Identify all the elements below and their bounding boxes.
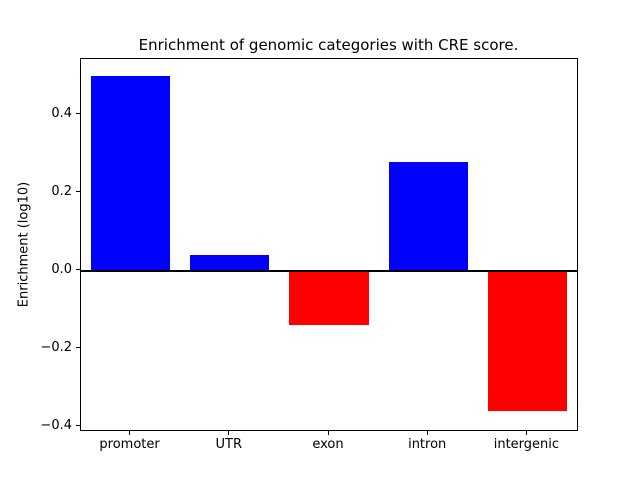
y-tick-label: −0.4 (40, 417, 72, 433)
y-tick-mark (76, 191, 80, 193)
y-tick-label: 0.0 (51, 261, 72, 277)
y-tick-label: −0.2 (40, 339, 72, 355)
x-tick-mark (228, 431, 230, 435)
x-tick-label-promoter: promoter (99, 437, 160, 452)
x-tick-mark (327, 431, 329, 435)
y-tick-mark (76, 425, 80, 427)
y-axis-label: Enrichment (log10) (16, 181, 32, 308)
y-tick-mark (76, 347, 80, 349)
x-tick-label-UTR: UTR (215, 437, 243, 452)
zero-line (81, 269, 577, 272)
x-tick-label-intron: intron (408, 437, 447, 452)
x-tick-label-exon: exon (312, 437, 344, 452)
bar-promoter (90, 75, 171, 271)
x-tick-mark (426, 431, 428, 435)
y-tick-label: 0.4 (51, 105, 72, 121)
y-tick-label: 0.2 (51, 183, 72, 199)
bar-UTR (190, 255, 270, 271)
y-tick-mark (76, 269, 80, 271)
y-tick-mark (76, 113, 80, 115)
bar-exon (289, 270, 369, 326)
bar-intergenic (487, 270, 568, 412)
x-tick-mark (129, 431, 131, 435)
plot-area (80, 58, 578, 431)
x-tick-mark (525, 431, 527, 435)
bar-intron (388, 161, 468, 271)
chart-title: Enrichment of genomic categories with CR… (138, 36, 519, 54)
x-tick-label-intergenic: intergenic (493, 437, 560, 452)
